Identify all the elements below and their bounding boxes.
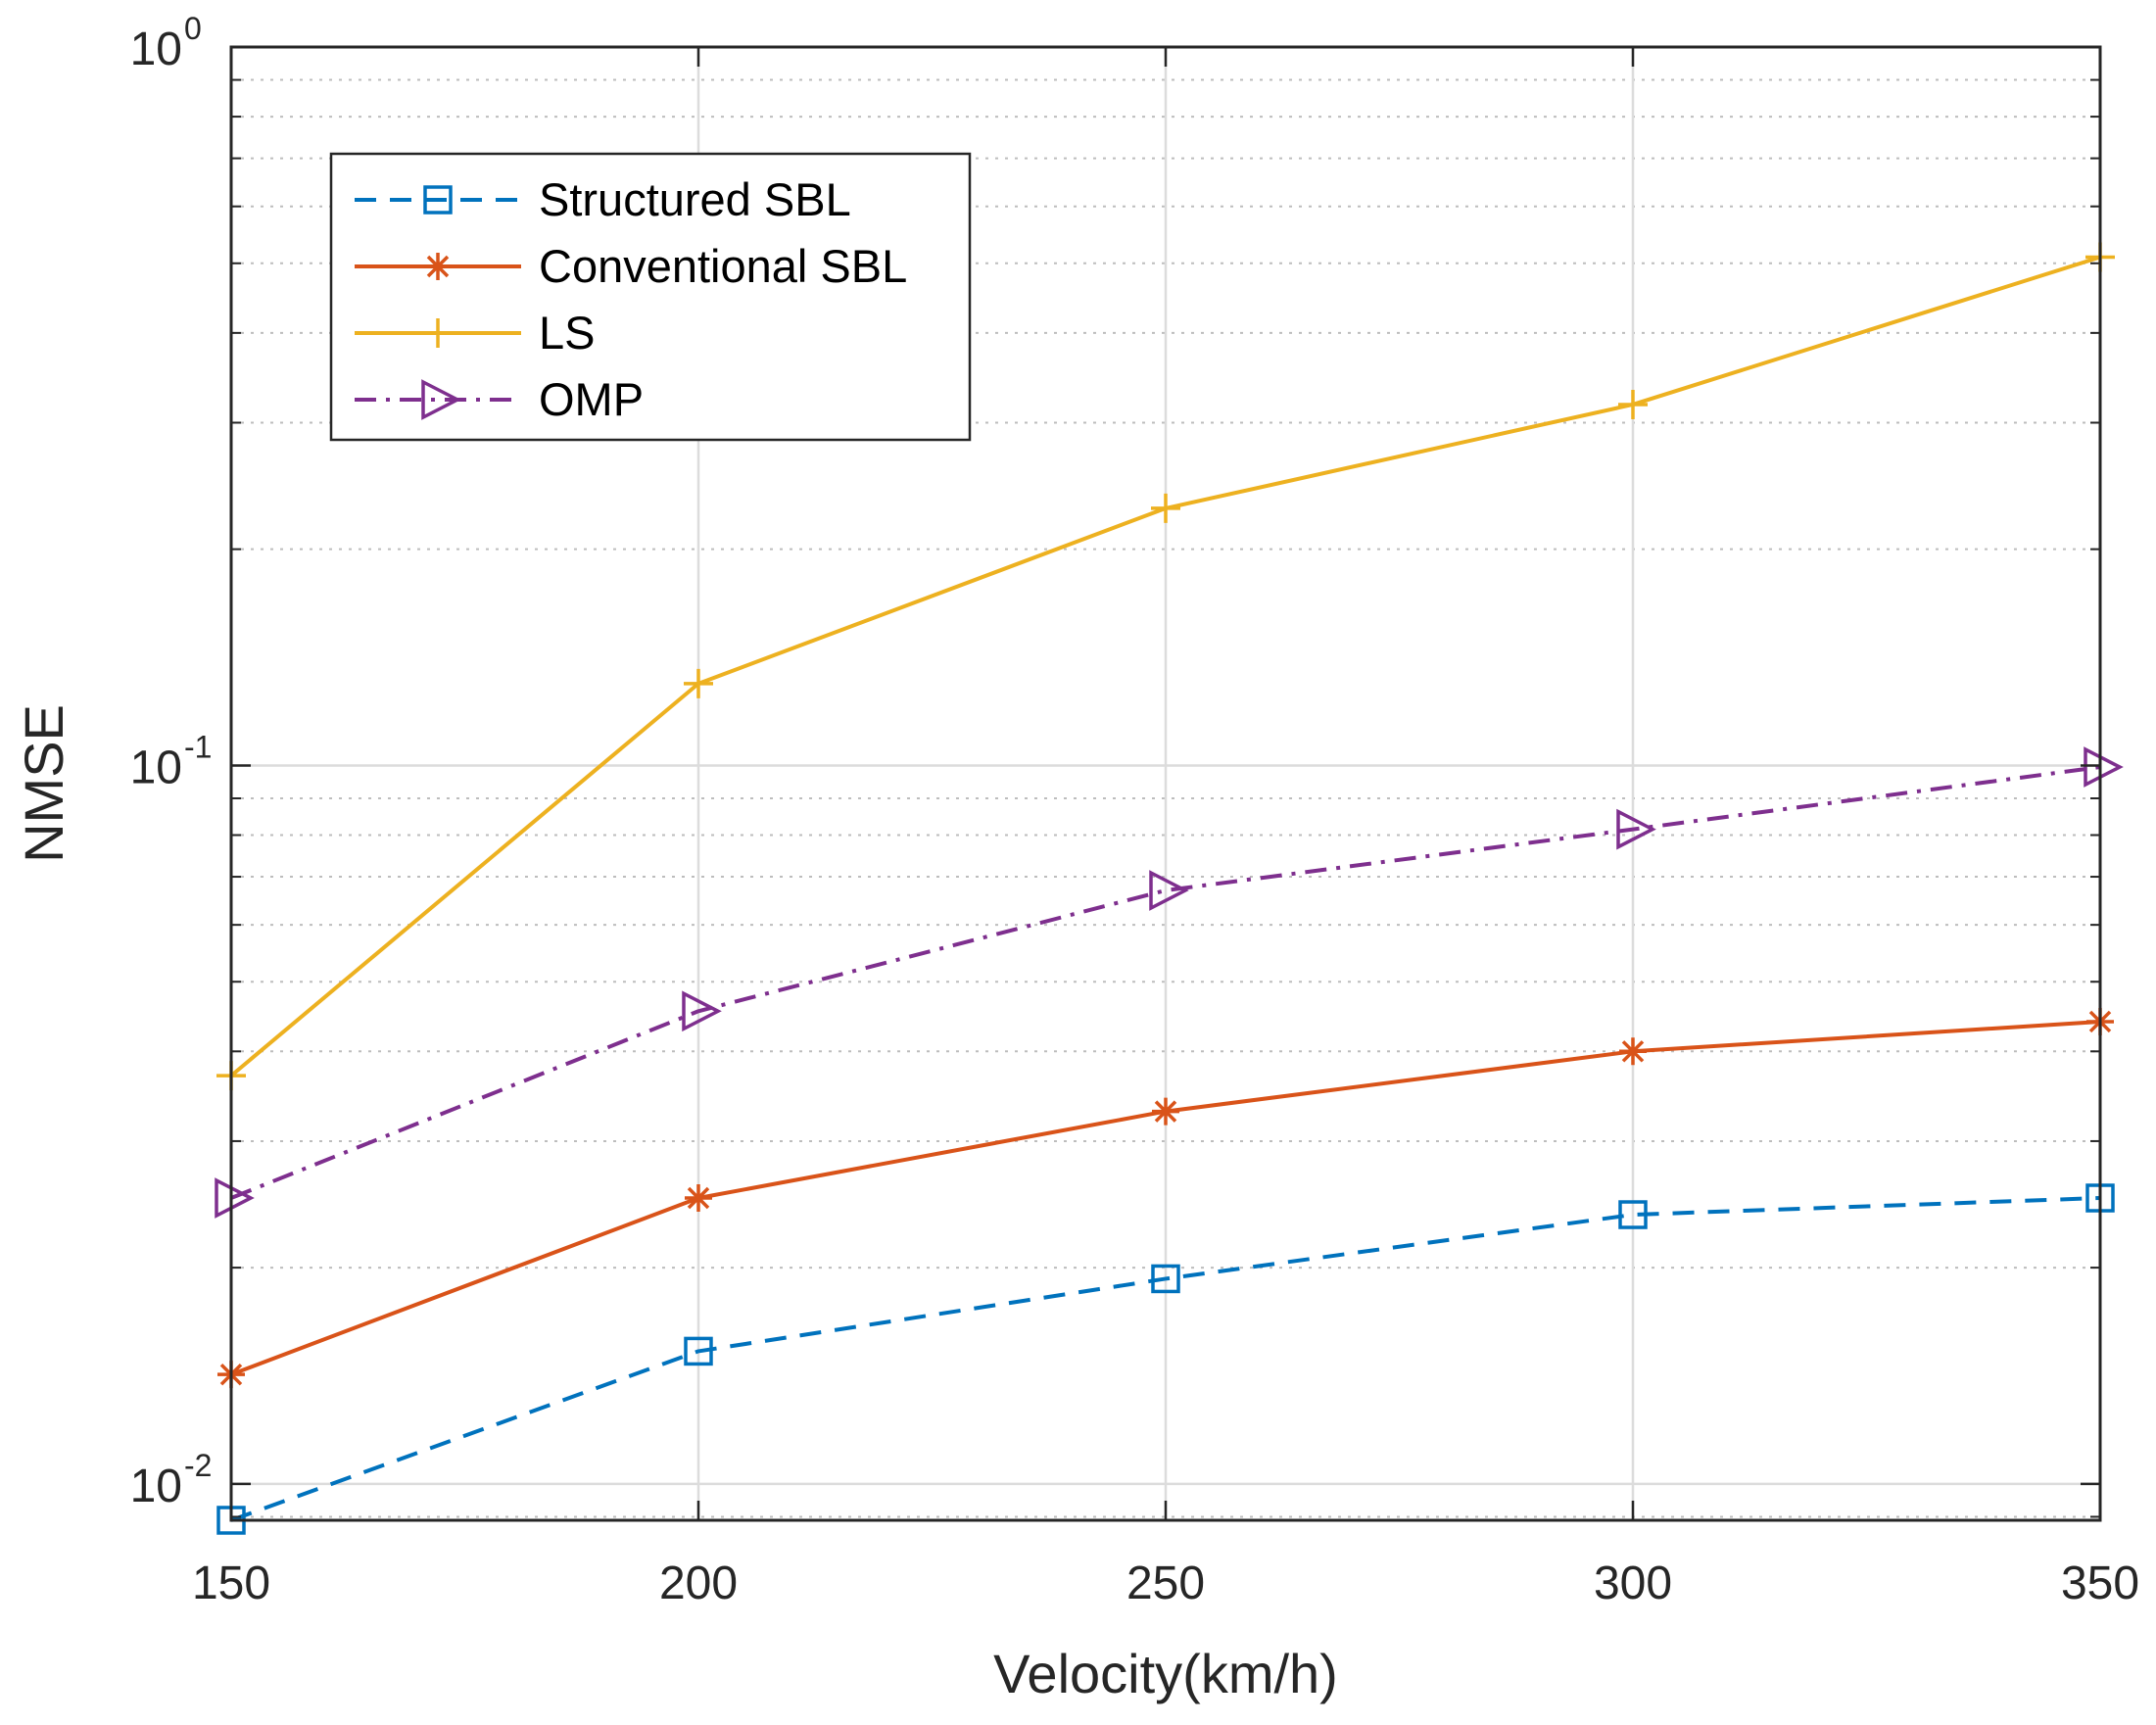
- legend-entry: Conventional SBL: [355, 240, 907, 292]
- series-marker-plus: [423, 318, 453, 348]
- x-tick-label: 250: [1126, 1557, 1205, 1609]
- series-marker-square: [1618, 1200, 1648, 1229]
- x-axis-title: Velocity(km/h): [993, 1643, 1338, 1704]
- series-marker-square: [684, 1336, 713, 1366]
- series-marker-plus: [684, 668, 713, 698]
- series-omp: [215, 746, 2124, 1219]
- series-line: [230, 765, 2101, 1200]
- x-tick-label: 200: [659, 1557, 738, 1609]
- y-tick-label-base: 10: [130, 1461, 182, 1512]
- series-line: [230, 1196, 2101, 1522]
- series-marker-asterisk: [424, 253, 452, 280]
- y-tick-label-exponent: -2: [184, 1448, 212, 1483]
- series-structured-sbl: [216, 1183, 2115, 1535]
- tick-layer: [229, 45, 2102, 1520]
- legend-label: Conventional SBL: [539, 240, 907, 292]
- series-marker-triangle: [682, 990, 722, 1032]
- series-marker-triangle: [1149, 870, 1189, 911]
- legend-label: LS: [539, 307, 596, 359]
- series-layer: [215, 242, 2124, 1535]
- series-marker-square: [423, 185, 453, 215]
- series-marker-triangle: [421, 379, 461, 420]
- y-tick-label-base: 10: [130, 24, 182, 75]
- series-marker-triangle: [1616, 808, 1656, 850]
- series-marker-triangle: [2084, 746, 2124, 788]
- y-tick-label-base: 10: [130, 742, 182, 793]
- series-marker-triangle: [215, 1177, 255, 1219]
- series-marker-plus: [1618, 389, 1648, 419]
- series-marker-asterisk: [1152, 1097, 1179, 1126]
- legend-label: OMP: [539, 373, 644, 425]
- legend-entry: Structured SBL: [355, 173, 851, 225]
- legend-entry: LS: [355, 307, 596, 359]
- series-marker-square: [1151, 1264, 1180, 1294]
- series-marker-plus: [1151, 493, 1180, 523]
- x-tick-label: 150: [192, 1557, 270, 1609]
- series-marker-asterisk: [1619, 1037, 1647, 1066]
- y-axis-title: NMSE: [13, 704, 74, 863]
- x-tick-label: 300: [1594, 1557, 1672, 1609]
- y-tick-label-exponent: 0: [184, 11, 202, 46]
- x-tick-label: 350: [2061, 1557, 2139, 1609]
- y-tick-label-exponent: -1: [184, 729, 212, 764]
- legend-entry: OMP: [355, 373, 644, 425]
- legend-label: Structured SBL: [539, 173, 851, 225]
- series-ls: [216, 242, 2115, 1091]
- legend: Structured SBL Conventional SBL LS OMP: [329, 152, 972, 442]
- series-marker-asterisk: [685, 1184, 712, 1213]
